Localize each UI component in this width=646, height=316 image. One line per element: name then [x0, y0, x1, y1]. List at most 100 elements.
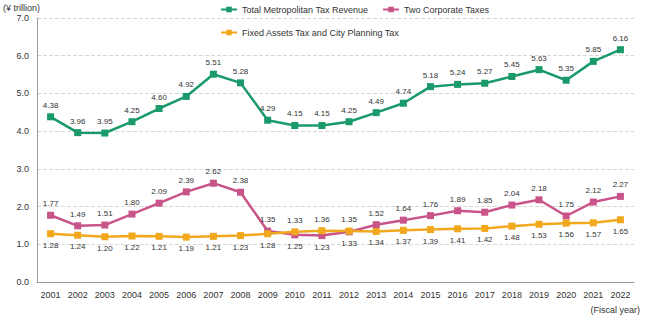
svg-text:1.35: 1.35: [260, 215, 276, 224]
svg-text:2.04: 2.04: [504, 189, 520, 198]
svg-text:2.39: 2.39: [178, 176, 194, 185]
svg-text:5.35: 5.35: [558, 64, 574, 73]
svg-text:2021: 2021: [583, 290, 603, 300]
svg-text:5.18: 5.18: [423, 71, 439, 80]
svg-text:2004: 2004: [122, 290, 142, 300]
svg-text:2006: 2006: [176, 290, 196, 300]
svg-text:4.15: 4.15: [314, 109, 330, 118]
svg-text:1.41: 1.41: [450, 236, 466, 245]
svg-text:Total Metropolitan Tax Revenue: Total Metropolitan Tax Revenue: [242, 5, 368, 15]
svg-text:1.75: 1.75: [558, 200, 574, 209]
svg-text:5.85: 5.85: [586, 45, 602, 54]
svg-text:4.25: 4.25: [124, 106, 140, 115]
svg-text:1.22: 1.22: [124, 243, 140, 252]
svg-text:2003: 2003: [95, 290, 115, 300]
svg-text:4.92: 4.92: [178, 80, 194, 89]
svg-text:2011: 2011: [312, 290, 331, 300]
svg-text:2010: 2010: [285, 290, 305, 300]
svg-text:1.51: 1.51: [97, 209, 113, 218]
svg-text:4.49: 4.49: [368, 97, 384, 106]
svg-text:1.77: 1.77: [43, 199, 59, 208]
svg-text:2002: 2002: [68, 290, 88, 300]
svg-text:1.49: 1.49: [70, 210, 86, 219]
svg-text:2.38: 2.38: [233, 176, 249, 185]
svg-text:3.96: 3.96: [70, 117, 86, 126]
svg-text:2.12: 2.12: [586, 186, 602, 195]
svg-text:0.0: 0.0: [16, 277, 29, 287]
svg-text:1.89: 1.89: [450, 195, 466, 204]
svg-text:2009: 2009: [258, 290, 278, 300]
svg-text:1.85: 1.85: [477, 196, 493, 205]
svg-text:1.48: 1.48: [504, 233, 520, 242]
svg-text:1.37: 1.37: [396, 237, 412, 246]
svg-text:3.95: 3.95: [97, 117, 113, 126]
svg-text:5.45: 5.45: [504, 60, 520, 69]
svg-text:1.23: 1.23: [314, 243, 330, 252]
svg-text:2.18: 2.18: [531, 184, 547, 193]
svg-text:2016: 2016: [448, 290, 468, 300]
svg-text:2018: 2018: [502, 290, 522, 300]
svg-text:4.38: 4.38: [43, 101, 59, 110]
svg-text:7.0: 7.0: [16, 13, 29, 23]
svg-text:3.0: 3.0: [16, 164, 29, 174]
svg-text:5.28: 5.28: [233, 67, 249, 76]
svg-text:4.25: 4.25: [341, 106, 357, 115]
svg-text:2020: 2020: [556, 290, 576, 300]
svg-text:2017: 2017: [475, 290, 495, 300]
svg-text:2015: 2015: [420, 290, 440, 300]
svg-text:2022: 2022: [610, 290, 630, 300]
svg-text:1.28: 1.28: [260, 241, 276, 250]
svg-text:2.62: 2.62: [206, 167, 222, 176]
svg-text:1.33: 1.33: [341, 239, 357, 248]
svg-text:4.0: 4.0: [16, 126, 29, 136]
svg-text:2001: 2001: [41, 290, 61, 300]
svg-text:2013: 2013: [366, 290, 386, 300]
svg-text:4.29: 4.29: [260, 104, 276, 113]
svg-text:1.53: 1.53: [531, 231, 547, 240]
svg-text:1.42: 1.42: [477, 235, 493, 244]
svg-text:(Fiscal year): (Fiscal year): [590, 305, 640, 315]
svg-text:6.0: 6.0: [16, 51, 29, 61]
svg-text:1.19: 1.19: [178, 244, 194, 253]
svg-text:1.21: 1.21: [151, 243, 167, 252]
svg-text:1.34: 1.34: [368, 238, 384, 247]
svg-text:2.0: 2.0: [16, 202, 29, 212]
svg-text:1.28: 1.28: [43, 241, 59, 250]
svg-text:4.15: 4.15: [287, 109, 303, 118]
svg-text:6.16: 6.16: [613, 34, 629, 43]
svg-text:2007: 2007: [203, 290, 223, 300]
svg-text:1.20: 1.20: [97, 244, 113, 253]
svg-text:5.51: 5.51: [206, 58, 222, 67]
svg-text:1.24: 1.24: [70, 242, 86, 251]
svg-text:1.21: 1.21: [206, 243, 222, 252]
svg-text:2012: 2012: [339, 290, 359, 300]
svg-text:Fixed Assets Tax and City Plan: Fixed Assets Tax and City Planning Tax: [242, 28, 399, 38]
svg-text:5.0: 5.0: [16, 88, 29, 98]
svg-text:1.33: 1.33: [287, 216, 303, 225]
svg-text:1.65: 1.65: [613, 227, 629, 236]
svg-text:4.74: 4.74: [396, 87, 412, 96]
svg-text:1.39: 1.39: [423, 237, 439, 246]
svg-text:2.27: 2.27: [613, 180, 629, 189]
svg-text:5.27: 5.27: [477, 67, 493, 76]
svg-text:2008: 2008: [231, 290, 251, 300]
svg-text:1.36: 1.36: [314, 215, 330, 224]
svg-text:(¥ trillion): (¥ trillion): [3, 3, 40, 13]
svg-text:1.23: 1.23: [233, 243, 249, 252]
svg-text:1.57: 1.57: [586, 230, 602, 239]
svg-text:1.56: 1.56: [558, 230, 574, 239]
svg-text:1.25: 1.25: [287, 242, 303, 251]
svg-text:1.64: 1.64: [396, 204, 412, 213]
svg-text:1.0: 1.0: [16, 239, 29, 249]
svg-text:4.60: 4.60: [151, 93, 167, 102]
svg-text:1.80: 1.80: [124, 198, 140, 207]
svg-text:Two Corporate Taxes: Two Corporate Taxes: [404, 5, 489, 15]
svg-text:1.35: 1.35: [341, 215, 357, 224]
svg-text:5.63: 5.63: [531, 54, 547, 63]
svg-text:5.24: 5.24: [450, 68, 466, 77]
svg-text:2014: 2014: [393, 290, 413, 300]
svg-text:2019: 2019: [529, 290, 549, 300]
svg-text:2005: 2005: [149, 290, 169, 300]
svg-text:2.09: 2.09: [151, 187, 167, 196]
svg-text:1.52: 1.52: [368, 209, 384, 218]
